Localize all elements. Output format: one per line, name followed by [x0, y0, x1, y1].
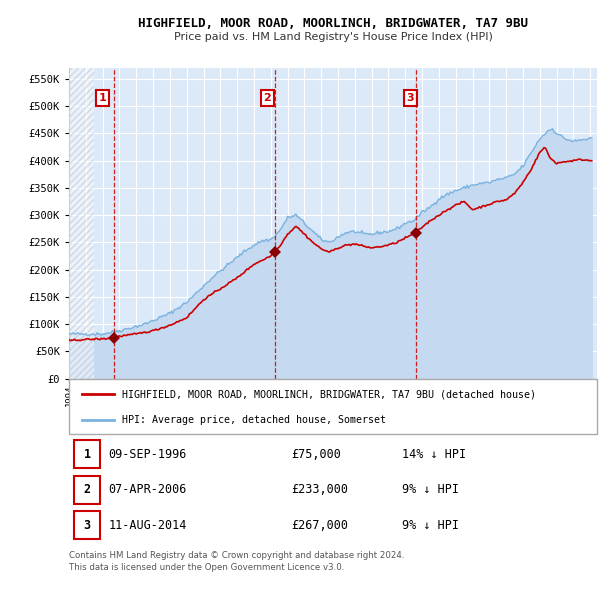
Text: 3: 3 — [407, 93, 414, 103]
Text: 11-AUG-2014: 11-AUG-2014 — [109, 519, 187, 532]
FancyBboxPatch shape — [74, 476, 100, 504]
Text: 3: 3 — [83, 519, 91, 532]
FancyBboxPatch shape — [74, 512, 100, 539]
Text: HPI: Average price, detached house, Somerset: HPI: Average price, detached house, Some… — [122, 415, 386, 425]
Text: 1: 1 — [83, 448, 91, 461]
Text: 9% ↓ HPI: 9% ↓ HPI — [401, 483, 458, 496]
Text: £233,000: £233,000 — [291, 483, 348, 496]
Text: 2: 2 — [83, 483, 91, 496]
Text: HIGHFIELD, MOOR ROAD, MOORLINCH, BRIDGWATER, TA7 9BU: HIGHFIELD, MOOR ROAD, MOORLINCH, BRIDGWA… — [138, 17, 528, 30]
Text: Price paid vs. HM Land Registry's House Price Index (HPI): Price paid vs. HM Land Registry's House … — [173, 32, 493, 41]
Text: 1: 1 — [99, 93, 107, 103]
Text: 9% ↓ HPI: 9% ↓ HPI — [401, 519, 458, 532]
Text: Contains HM Land Registry data © Crown copyright and database right 2024.
This d: Contains HM Land Registry data © Crown c… — [69, 551, 404, 572]
Text: 2: 2 — [263, 93, 271, 103]
FancyBboxPatch shape — [69, 379, 597, 434]
Text: 07-APR-2006: 07-APR-2006 — [109, 483, 187, 496]
FancyBboxPatch shape — [74, 440, 100, 468]
Text: 09-SEP-1996: 09-SEP-1996 — [109, 448, 187, 461]
Text: £75,000: £75,000 — [291, 448, 341, 461]
Text: £267,000: £267,000 — [291, 519, 348, 532]
Text: 14% ↓ HPI: 14% ↓ HPI — [401, 448, 466, 461]
Text: HIGHFIELD, MOOR ROAD, MOORLINCH, BRIDGWATER, TA7 9BU (detached house): HIGHFIELD, MOOR ROAD, MOORLINCH, BRIDGWA… — [122, 389, 536, 399]
